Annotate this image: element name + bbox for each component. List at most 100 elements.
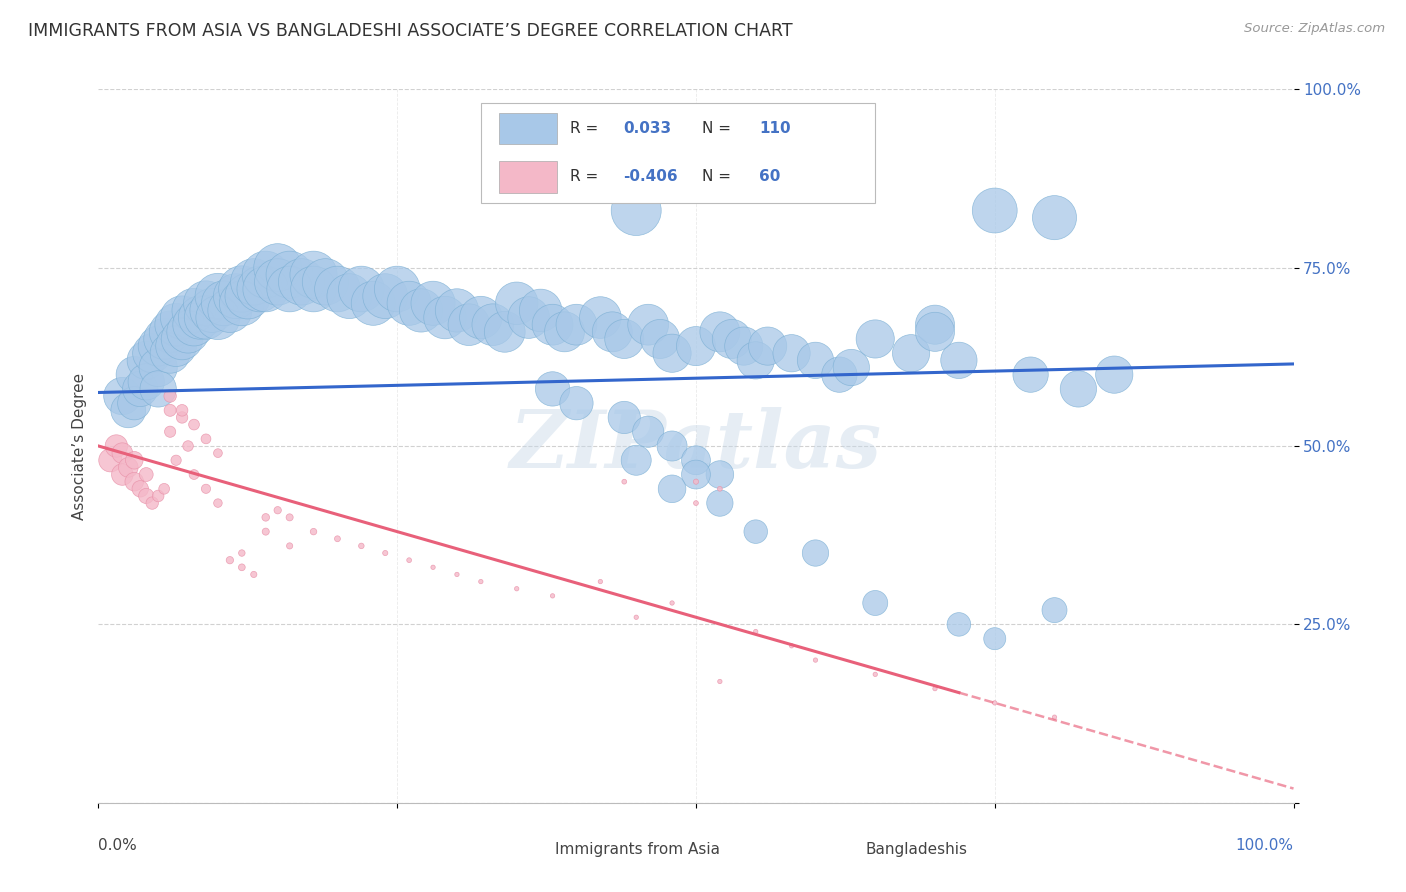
Point xyxy=(254,282,277,296)
Point xyxy=(278,510,301,524)
Point xyxy=(124,368,146,382)
Point xyxy=(177,439,200,453)
Point xyxy=(709,325,731,339)
Point xyxy=(613,410,636,425)
Point xyxy=(135,353,157,368)
Point xyxy=(350,539,373,553)
Text: Immigrants from Asia: Immigrants from Asia xyxy=(555,842,720,857)
Point xyxy=(839,360,862,375)
Point xyxy=(159,346,181,360)
Point xyxy=(302,282,325,296)
Point xyxy=(153,332,176,346)
Point xyxy=(685,475,707,489)
Point xyxy=(148,382,170,396)
Point xyxy=(183,467,205,482)
Point xyxy=(350,282,373,296)
Point xyxy=(135,489,157,503)
Point xyxy=(194,296,217,310)
Point xyxy=(398,296,420,310)
Point xyxy=(433,310,456,325)
Text: 110: 110 xyxy=(759,121,792,136)
Point xyxy=(721,332,744,346)
Point xyxy=(637,318,659,332)
Point xyxy=(231,282,253,296)
Point xyxy=(624,203,647,218)
Point xyxy=(589,574,612,589)
Point xyxy=(554,325,576,339)
Point xyxy=(1043,603,1066,617)
Point xyxy=(613,332,636,346)
Text: ZIPatlas: ZIPatlas xyxy=(510,408,882,484)
Point xyxy=(129,382,152,396)
Text: 100.0%: 100.0% xyxy=(1236,838,1294,854)
Point xyxy=(685,453,707,467)
Point xyxy=(207,289,229,303)
Point xyxy=(278,539,301,553)
Point xyxy=(565,396,588,410)
Point xyxy=(267,503,290,517)
Text: R =: R = xyxy=(571,121,603,136)
Point xyxy=(863,596,886,610)
Point xyxy=(828,368,851,382)
Point xyxy=(422,296,444,310)
Point xyxy=(201,303,224,318)
Point xyxy=(661,439,683,453)
Point xyxy=(278,268,301,282)
Point xyxy=(105,439,128,453)
Point xyxy=(98,453,122,467)
Point xyxy=(1043,710,1066,724)
Point xyxy=(337,289,360,303)
FancyBboxPatch shape xyxy=(489,834,548,865)
Point xyxy=(983,203,1005,218)
Text: Source: ZipAtlas.com: Source: ZipAtlas.com xyxy=(1244,22,1385,36)
Text: R =: R = xyxy=(571,169,603,185)
Point xyxy=(709,496,731,510)
Point xyxy=(745,353,768,368)
Point xyxy=(661,346,683,360)
Point xyxy=(249,282,271,296)
Point xyxy=(541,318,564,332)
Point xyxy=(756,339,779,353)
Point xyxy=(177,325,200,339)
Point xyxy=(194,432,217,446)
Point xyxy=(470,310,492,325)
Point xyxy=(422,560,444,574)
Point xyxy=(111,389,134,403)
FancyBboxPatch shape xyxy=(499,161,557,193)
Point xyxy=(207,496,229,510)
Text: 0.0%: 0.0% xyxy=(98,838,138,854)
Point xyxy=(745,624,768,639)
Point xyxy=(506,582,529,596)
Point xyxy=(117,403,139,417)
Point xyxy=(111,467,134,482)
Point xyxy=(129,482,152,496)
Text: 0.033: 0.033 xyxy=(623,121,671,136)
Point xyxy=(1067,382,1090,396)
Point xyxy=(219,303,242,318)
Point xyxy=(589,310,612,325)
Point xyxy=(517,310,540,325)
Point xyxy=(458,318,481,332)
Point xyxy=(254,524,277,539)
Point xyxy=(148,489,170,503)
Point xyxy=(207,446,229,460)
Point xyxy=(225,289,247,303)
Point xyxy=(398,553,420,567)
Point xyxy=(481,318,505,332)
Point xyxy=(290,275,312,289)
Point xyxy=(709,674,731,689)
Point xyxy=(124,396,146,410)
Text: 60: 60 xyxy=(759,169,780,185)
Point xyxy=(159,389,181,403)
Point xyxy=(624,610,647,624)
Point xyxy=(236,289,259,303)
Point xyxy=(661,482,683,496)
Point xyxy=(183,318,205,332)
Point xyxy=(948,353,970,368)
Text: N =: N = xyxy=(702,121,735,136)
Point xyxy=(219,553,242,567)
Point xyxy=(780,346,803,360)
Point xyxy=(470,574,492,589)
Point xyxy=(600,325,623,339)
Point xyxy=(172,403,194,417)
